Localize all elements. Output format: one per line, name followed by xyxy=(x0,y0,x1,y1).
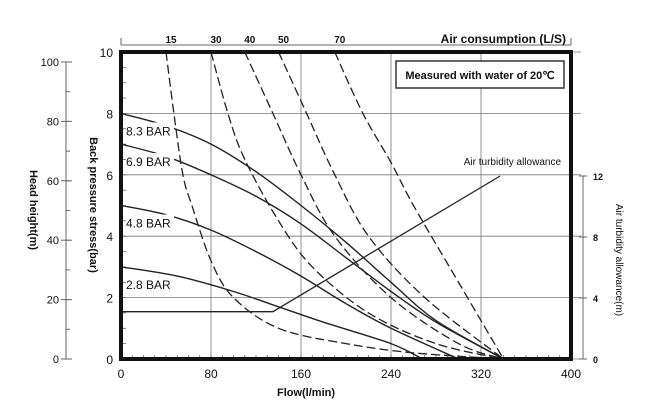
x-tick-label: 320 xyxy=(471,367,491,381)
head-tick-label: 20 xyxy=(47,295,59,307)
air-consumption-label: 30 xyxy=(210,35,222,46)
turbidity-label: Air turbidity allowance xyxy=(464,157,562,168)
y-tick-label: 2 xyxy=(106,292,113,306)
pressure-label-bg xyxy=(124,122,174,139)
right-tick-label: 8 xyxy=(593,233,598,243)
y-tick-label: 10 xyxy=(100,46,114,60)
x-tick-label: 80 xyxy=(204,367,218,381)
right-tick-label: 4 xyxy=(593,294,598,304)
turbidity-line xyxy=(121,175,501,313)
pressure-label: 2.8 BAR xyxy=(126,278,171,292)
x-axis-label: Flow(l/min) xyxy=(277,387,335,399)
right-axis-label: Air turbidity allowance(m) xyxy=(613,204,624,316)
pressure-label-bg xyxy=(124,214,174,231)
air-consumption-label: 15 xyxy=(165,35,177,46)
air-consumption-curve-50 xyxy=(277,51,504,360)
head-tick-label: 0 xyxy=(53,354,59,366)
right-tick-label: 0 xyxy=(593,355,598,365)
air-consumption-curve-15 xyxy=(165,51,504,360)
air-consumption-label: 40 xyxy=(244,35,256,46)
air-consumption-curve-70 xyxy=(334,51,505,360)
y-tick-label: 0 xyxy=(106,353,113,367)
air-consumption-label: 70 xyxy=(334,35,346,46)
plot-frame xyxy=(119,50,573,361)
pressure-label: 6.9 BAR xyxy=(126,155,171,169)
head-tick-label: 40 xyxy=(47,235,59,247)
head-axis-label: Head height(m) xyxy=(27,170,39,250)
x-tick-label: 240 xyxy=(381,367,401,381)
pressure-label-bg xyxy=(124,153,174,170)
y-tick-label: 6 xyxy=(106,169,113,183)
note-text: Measured with water of 20℃ xyxy=(405,70,554,82)
pressure-curve-6-9-BAR xyxy=(120,143,504,360)
head-tick-label: 100 xyxy=(41,57,59,69)
x-tick-label: 400 xyxy=(561,367,581,381)
air-consumption-curve-30 xyxy=(210,51,504,360)
x-tick-label: 160 xyxy=(291,367,311,381)
pressure-label-bg xyxy=(124,275,174,292)
grid xyxy=(120,51,581,360)
pressure-label: 8.3 BAR xyxy=(126,124,171,138)
y-tick-label: 8 xyxy=(106,107,113,121)
note-box: Measured with water of 20℃ xyxy=(395,60,565,89)
air-consumption-curve-40 xyxy=(244,51,504,360)
y-tick-label: 4 xyxy=(106,230,113,244)
head-tick-label: 80 xyxy=(47,116,59,128)
series-layer: 8.3 BAR 6.9 BAR 4.8 BAR 2.8 BAR xyxy=(120,51,505,360)
pressure-curve-2-8-BAR xyxy=(120,266,423,360)
right-tick-label: 12 xyxy=(593,172,603,182)
pressure-curve-8-3-BAR xyxy=(120,112,504,360)
head-tick-label: 60 xyxy=(47,176,59,188)
y-axis-label: Back pressure stress(bar) xyxy=(87,137,99,273)
air-consumption-label: 50 xyxy=(278,35,290,46)
axes: 0 80 160 240 320 4000246810020406080100048121… xyxy=(41,35,603,381)
x-tick-label: 0 xyxy=(118,367,125,381)
pressure-label: 4.8 BAR xyxy=(126,217,171,231)
top-axis-label: Air consumption (L/S) xyxy=(441,32,566,46)
